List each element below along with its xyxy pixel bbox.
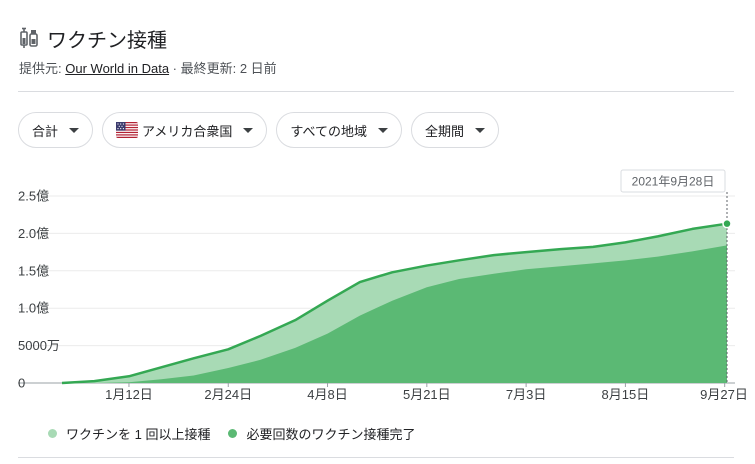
y-tick-label: 5000万 [18, 338, 60, 353]
x-tick-label: 8月15日 [602, 387, 650, 402]
page-title: ワクチン接種 [47, 29, 167, 52]
chevron-down-icon [69, 127, 80, 133]
x-tick-label: 1月12日 [105, 387, 153, 402]
hover-point [722, 218, 732, 229]
y-tick-label: 2.5億 [18, 189, 49, 204]
header-divider [18, 91, 734, 92]
series-fully-vaccinated-area [62, 245, 727, 383]
series-at-least-one-line [61, 222, 728, 385]
x-tick-label: 4月8日 [307, 387, 347, 402]
filter-country[interactable]: アメリカ合衆国 [102, 112, 268, 148]
source-link[interactable]: Our World in Data [65, 61, 170, 76]
x-tick-label: 2月24日 [204, 387, 252, 402]
filter-period[interactable]: 全期間 [410, 112, 499, 148]
last-updated: · 最終更新: 2 日前 [172, 61, 277, 76]
tooltip-date: 2021年9月28日 [632, 175, 715, 189]
legend-label-fully-vaccinated: 必要回数のワクチン接種完了 [246, 427, 416, 442]
y-tick-label: 1.0億 [18, 301, 49, 316]
syringe-vial-icon [20, 27, 38, 48]
source-prefix: 提供元: [19, 61, 62, 76]
x-tick-label: 5月21日 [403, 387, 451, 402]
us-flag-icon [116, 122, 139, 138]
chevron-down-icon [243, 127, 254, 133]
legend-item-at-least-one[interactable]: ワクチンを 1 回以上接種 [48, 424, 210, 443]
tooltip-box [620, 169, 726, 193]
legend-dot-fully-vaccinated [228, 429, 238, 438]
filter-total-label: 合計 [32, 123, 59, 139]
chart-header: ワクチン接種 提供元: Our World in Data · 最終更新: 2 … [19, 24, 277, 77]
chart-legend: ワクチンを 1 回以上接種 必要回数のワクチン接種完了 [48, 424, 415, 443]
legend-label-at-least-one: ワクチンを 1 回以上接種 [66, 427, 211, 442]
legend-dot-at-least-one [48, 429, 57, 438]
filter-country-label: アメリカ合衆国 [142, 123, 233, 139]
filter-bar: 合計 アメリカ合衆国 すべての地域 全期間 [18, 112, 499, 148]
x-tick-label: 9月27日 [700, 387, 748, 402]
chevron-down-icon [474, 127, 485, 133]
filter-region[interactable]: すべての地域 [276, 112, 402, 148]
x-tick-label: 7月3日 [506, 387, 546, 402]
legend-item-fully-vaccinated[interactable]: 必要回数のワクチン接種完了 [228, 424, 415, 443]
vaccination-chart[interactable]: 0 5000万 1.0億 1.5億 2.0億 2.5億 2021年9月28日 1月12日 2月2… [0, 168, 755, 408]
y-tick-label: 1.5億 [18, 263, 49, 278]
chevron-down-icon [377, 127, 388, 133]
source-line: 提供元: Our World in Data · 最終更新: 2 日前 [19, 58, 277, 77]
filter-region-label: すべての地域 [290, 123, 367, 139]
y-tick-label: 2.0億 [18, 226, 49, 241]
filter-total[interactable]: 合計 [18, 112, 94, 148]
y-tick-label: 0 [18, 376, 25, 391]
footer-divider [18, 457, 734, 458]
filter-period-label: 全期間 [424, 123, 464, 139]
